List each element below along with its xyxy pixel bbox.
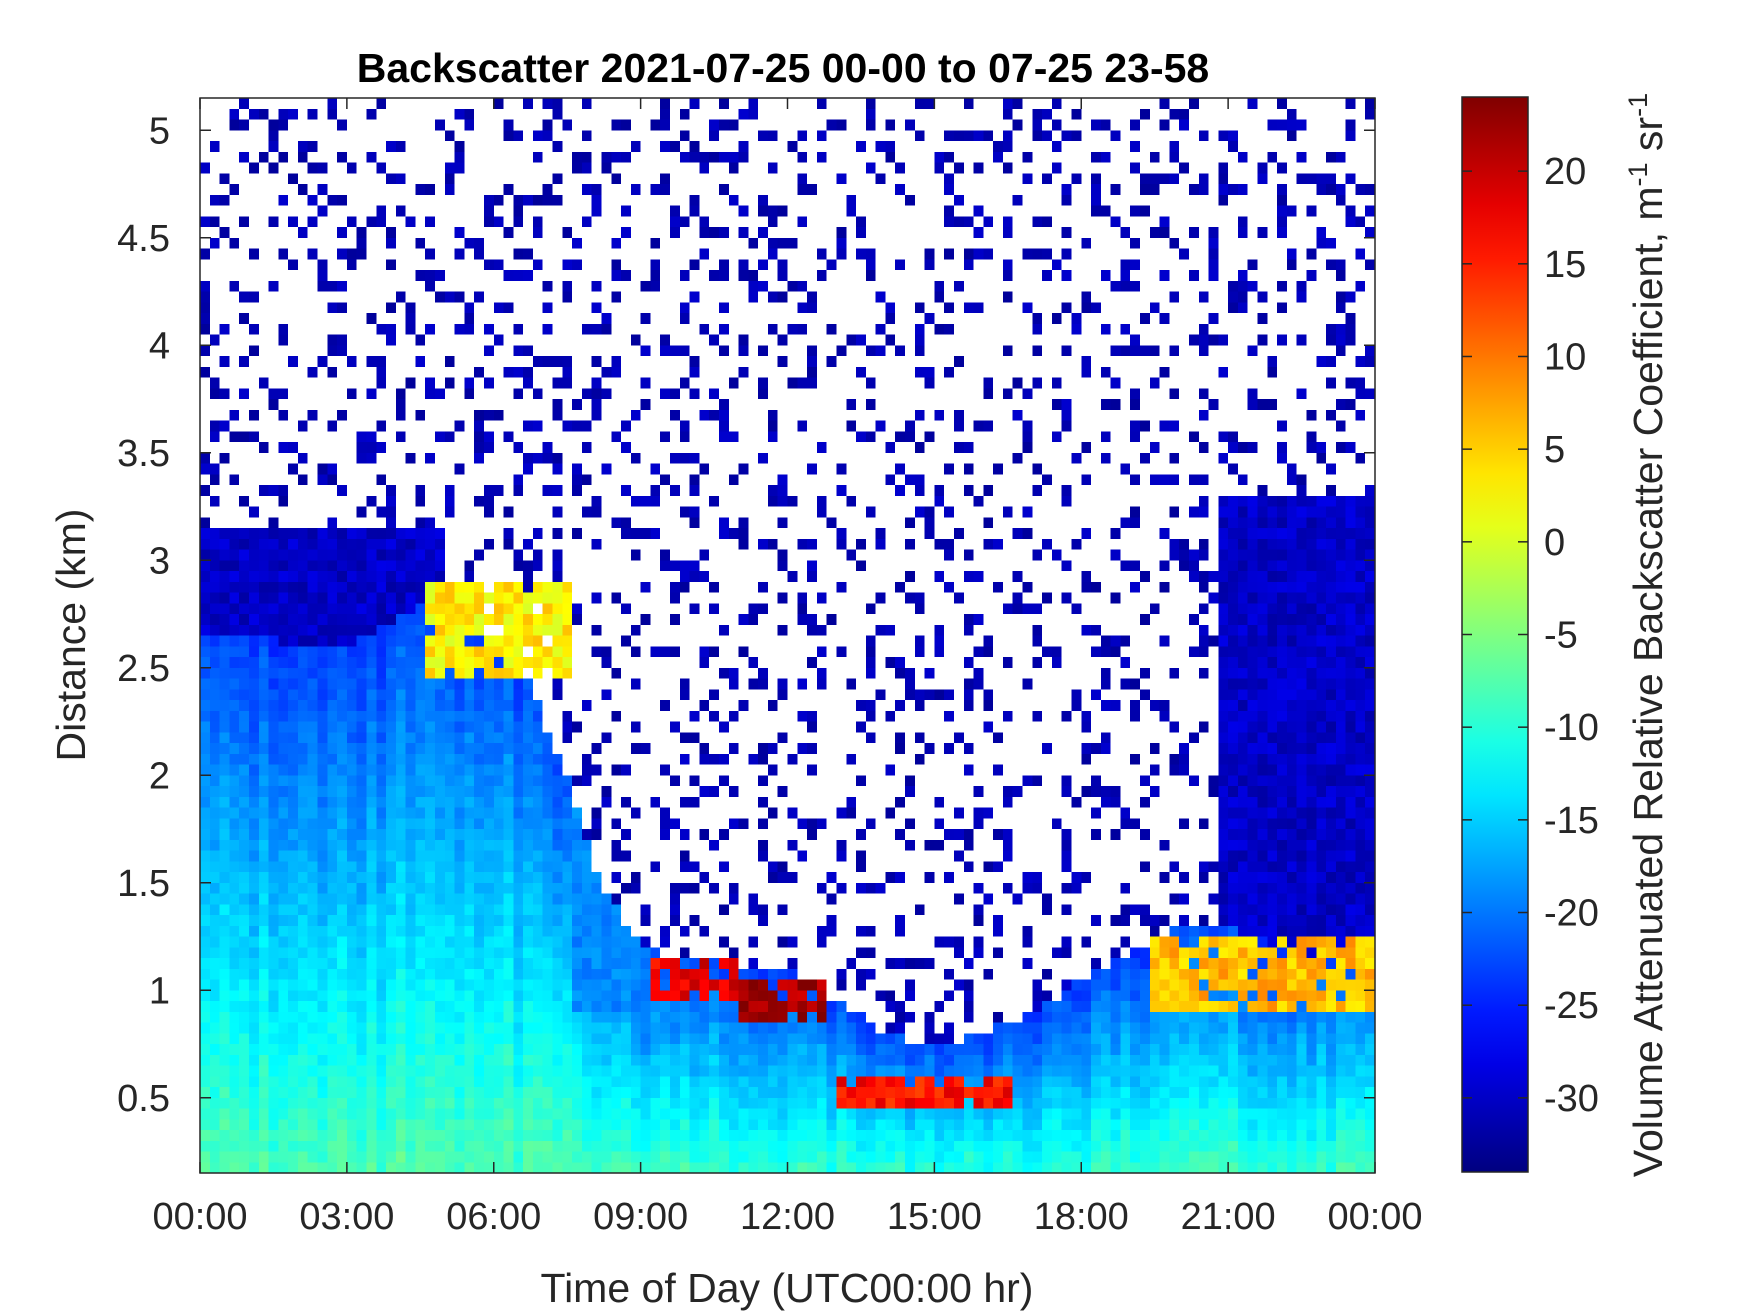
x-tick-label: 06:00 — [446, 1196, 541, 1238]
colorbar-title-exponent-1: -1 — [1623, 162, 1653, 186]
colorbar-tick-label: 10 — [1544, 336, 1586, 378]
colorbar-tick-label: -30 — [1544, 1078, 1599, 1120]
colorbar-tick-label: 5 — [1544, 429, 1565, 471]
x-tick-label: 21:00 — [1181, 1196, 1276, 1238]
y-tick-label: 5 — [149, 110, 170, 152]
x-tick-label: 09:00 — [593, 1196, 688, 1238]
colorbar-tick-label: -10 — [1544, 707, 1599, 749]
colorbar-tick-label: 20 — [1544, 151, 1586, 193]
y-tick-label: 1.5 — [117, 863, 170, 905]
y-tick-label: 2 — [149, 755, 170, 797]
colorbar-gradient — [1461, 96, 1529, 1173]
x-axis: 00:00 03:00 06:00 09:00 12:00 15:00 18:00 21:00… — [152, 98, 1423, 1238]
colorbar-title-exponent-2: -1 — [1623, 93, 1653, 117]
y-tick-label: 3 — [149, 540, 170, 582]
colorbar-title-main: Volume Attenuated Relative Backscatter C… — [1625, 186, 1671, 1177]
colorbar-ticks: -30 -25 -20 -15 -10 -5 0 5 10 15 20 — [1462, 151, 1599, 1120]
colorbar-title: Volume Attenuated Relative Backscatter C… — [1623, 93, 1671, 1177]
x-tick-label: 12:00 — [740, 1196, 835, 1238]
chart-title: Backscatter 2021-07-25 00-00 to 07-25 23… — [357, 45, 1209, 91]
colorbar-tick-label: -20 — [1544, 893, 1599, 935]
colorbar-tick-label: -25 — [1544, 985, 1599, 1027]
y-tick-label: 3.5 — [117, 433, 170, 475]
colorbar-title-units: sr — [1625, 117, 1671, 163]
y-axis: 0.5 1 1.5 2 2.5 3 3.5 4 4.5 5 — [117, 110, 1375, 1120]
x-axis-title: Time of Day (UTC00:00 hr) — [541, 1265, 1034, 1311]
colorbar-tick-label: -5 — [1544, 615, 1578, 657]
x-tick-label: 18:00 — [1034, 1196, 1129, 1238]
x-tick-label: 00:00 — [1327, 1196, 1422, 1238]
y-axis-title: Distance (km) — [48, 509, 94, 762]
y-tick-label: 2.5 — [117, 648, 170, 690]
x-tick-label: 03:00 — [299, 1196, 394, 1238]
x-tick-label: 00:00 — [152, 1196, 247, 1238]
colorbar-tick-label: -15 — [1544, 800, 1599, 842]
x-tick-label: 15:00 — [887, 1196, 982, 1238]
y-tick-label: 0.5 — [117, 1078, 170, 1120]
colorbar-tick-label: 0 — [1544, 522, 1565, 564]
heatmap-cells — [200, 98, 1375, 1173]
colorbar-tick-label: 15 — [1544, 244, 1586, 286]
heatmap-plot-area — [199, 97, 1376, 1174]
colorbar: -30 -25 -20 -15 -10 -5 0 5 10 15 20 — [1461, 96, 1599, 1173]
y-tick-label: 1 — [149, 970, 170, 1012]
y-tick-label: 4 — [149, 325, 170, 367]
y-tick-label: 4.5 — [117, 218, 170, 260]
